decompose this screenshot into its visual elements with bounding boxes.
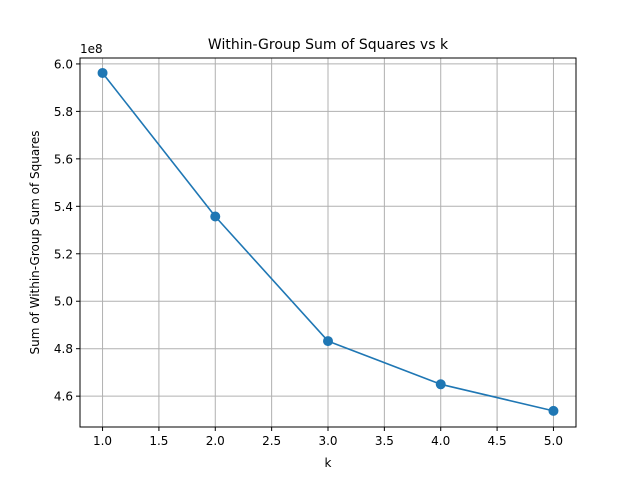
- data-point: [548, 405, 559, 416]
- x-tick-label: 1.5: [149, 434, 168, 448]
- y-tick-label: 5.4: [54, 200, 73, 214]
- chart-title: Within-Group Sum of Squares vs k: [208, 37, 449, 53]
- y-axis-label: Sum of Within-Group Sum of Squares: [28, 130, 42, 354]
- data-point: [97, 67, 108, 78]
- data-point: [210, 211, 221, 222]
- x-tick-label: 2.5: [262, 434, 281, 448]
- x-tick-label: 1.0: [93, 434, 112, 448]
- x-tick-label: 3.0: [318, 434, 337, 448]
- x-tick-label: 3.5: [375, 434, 394, 448]
- x-tick-label: 4.0: [431, 434, 450, 448]
- x-axis-label: k: [325, 456, 332, 470]
- y-tick-label: 5.8: [54, 105, 73, 119]
- x-tick-label: 2.0: [206, 434, 225, 448]
- y-tick-label: 6.0: [54, 57, 73, 71]
- y-tick-label: 5.6: [54, 152, 73, 166]
- y-axis-ticks: 4.6 4.8 5.0 5.2 5.4 5.6 5.8 6.0: [54, 57, 80, 404]
- y-tick-label: 4.8: [54, 342, 73, 356]
- y-tick-label: 5.2: [54, 247, 73, 261]
- data-point: [435, 379, 446, 390]
- series-layer: [97, 67, 559, 416]
- data-point: [323, 336, 333, 347]
- y-axis-offset-label: 1e8: [80, 42, 103, 56]
- x-tick-label: 5.0: [544, 434, 563, 448]
- x-tick-label: 4.5: [488, 434, 507, 448]
- y-tick-label: 4.6: [54, 390, 73, 404]
- y-tick-label: 5.0: [54, 295, 73, 309]
- x-axis-ticks: 1.0 1.5 2.0 2.5 3.0 3.5 4.0 4.5 5.0: [93, 427, 563, 448]
